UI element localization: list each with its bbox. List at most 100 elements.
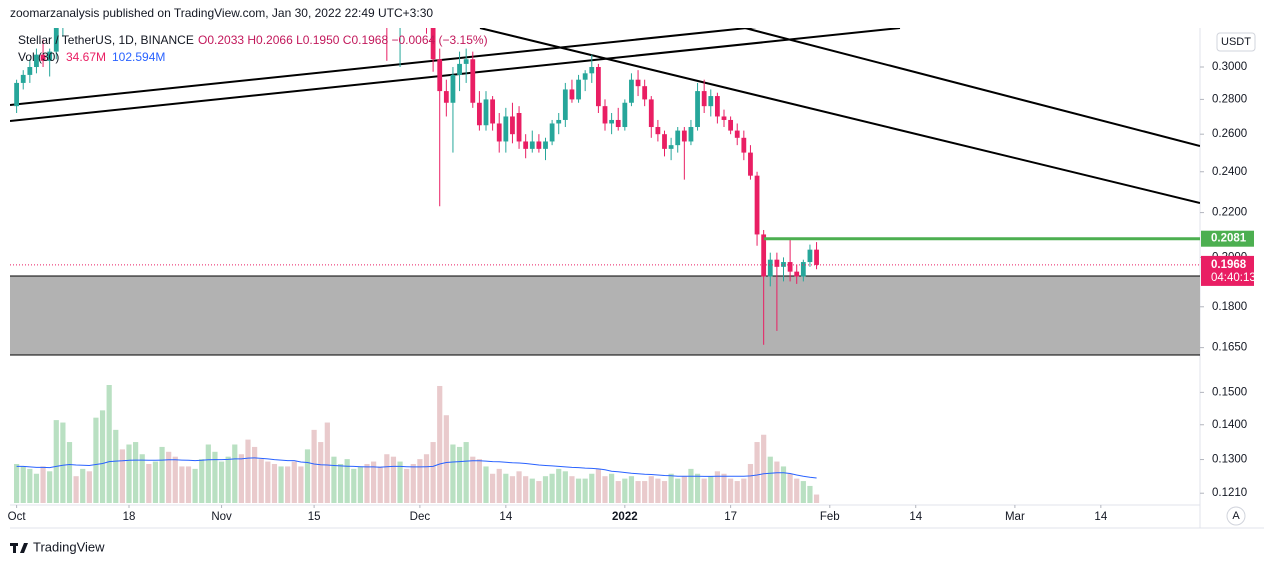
x-tick-label: 14 <box>499 511 512 523</box>
volume-bar <box>437 385 443 503</box>
volume-bar <box>456 446 463 503</box>
volume-name: Vol (30) <box>18 50 59 64</box>
volume-bar <box>542 476 549 503</box>
candle-body <box>642 86 648 100</box>
volume-bar <box>172 456 178 503</box>
volume-bar <box>344 459 350 503</box>
candle-body <box>807 249 813 263</box>
volume-bar <box>470 456 476 503</box>
volume-bar <box>371 461 377 503</box>
volume-bar <box>595 468 601 503</box>
candle-body <box>27 67 33 75</box>
volume-bar <box>199 459 205 503</box>
volume-bar <box>324 422 330 503</box>
trend-line <box>10 28 757 106</box>
volume-bar <box>331 456 337 503</box>
y-tick-label: 0.1400 <box>1212 419 1247 431</box>
volume-bar <box>787 473 793 503</box>
trend-line <box>744 28 1200 147</box>
volume-bar <box>146 463 152 503</box>
volume-bar <box>357 466 363 503</box>
current-price-label: 0.1968 <box>1211 259 1247 271</box>
volume-bar <box>483 466 489 503</box>
volume-bar <box>311 429 317 503</box>
candle-body <box>529 141 535 149</box>
candle-body <box>476 102 482 126</box>
level-label: 0.2081 <box>1211 233 1247 245</box>
candle-body <box>748 152 753 176</box>
volume-bar <box>232 444 238 503</box>
volume-bar <box>708 476 714 503</box>
volume-bar <box>523 476 529 503</box>
x-tick-label: 2022 <box>612 511 638 523</box>
volume-bar <box>741 478 747 503</box>
volume-bar <box>476 459 482 503</box>
candle-body <box>721 116 727 120</box>
candle-body <box>728 119 734 131</box>
volume-bar <box>14 463 20 503</box>
volume-bar <box>648 476 654 503</box>
volume-bar <box>761 434 767 503</box>
x-tick-label: Oct <box>8 511 27 523</box>
volume-bar <box>80 468 86 503</box>
candle-body <box>437 59 443 92</box>
current-price-tag <box>1201 255 1254 286</box>
currency-box[interactable] <box>1216 32 1256 52</box>
volume-bar <box>404 468 410 503</box>
volume-bar <box>615 481 621 503</box>
volume-bar <box>774 461 780 503</box>
trend-line <box>479 28 1200 204</box>
candle-body <box>635 79 641 87</box>
volume-bar <box>780 466 787 503</box>
candle-body <box>516 113 522 142</box>
volume-bar <box>99 410 106 503</box>
candle-body <box>589 67 595 74</box>
x-tick-label: Dec <box>410 511 431 523</box>
candle-body <box>800 262 806 277</box>
volume-bar <box>152 461 159 503</box>
volume-bar <box>33 473 40 503</box>
y-tick-label: 0.2200 <box>1212 207 1247 219</box>
volume-bar <box>218 461 225 503</box>
volume-bar <box>119 449 125 503</box>
volume-bar <box>27 468 33 503</box>
volume-bar <box>384 454 390 503</box>
volume-bar <box>609 473 615 503</box>
volume-bar <box>265 461 271 503</box>
candle-body <box>536 141 542 149</box>
volume-bar <box>800 481 806 503</box>
scale-mode-button[interactable] <box>1226 506 1246 526</box>
y-tick-label: 0.1210 <box>1212 487 1247 499</box>
candle-body <box>814 249 819 265</box>
volume-bar <box>503 473 509 503</box>
candle-body <box>615 119 621 128</box>
volume-bar <box>252 446 258 503</box>
candle-body <box>40 54 46 61</box>
candle-body <box>734 130 740 138</box>
candle-body <box>761 234 767 277</box>
y-tick-label: 0.2600 <box>1212 128 1247 140</box>
candle-body <box>510 116 515 135</box>
candle-body <box>582 73 588 80</box>
volume-bar <box>285 466 291 503</box>
scale-mode[interactable]: A <box>1232 510 1240 522</box>
volume-bar <box>549 473 555 503</box>
candle-body <box>450 74 456 103</box>
volume-bar <box>622 478 628 503</box>
currency[interactable]: USDT <box>1221 36 1251 48</box>
candle-body <box>655 127 661 135</box>
volume-bar <box>807 485 813 503</box>
volume-bar <box>377 466 383 503</box>
y-tick-label: 0.3000 <box>1212 61 1247 73</box>
volume-bar <box>298 466 304 503</box>
y-tick-label: 0.2800 <box>1212 93 1247 105</box>
volume-bar <box>681 476 687 503</box>
volume-bar <box>589 473 595 503</box>
candle-body <box>14 82 20 107</box>
candle-body <box>443 91 449 103</box>
symbol: Stellar / TetherUS, 1D, BINANCE <box>18 33 194 47</box>
volume-bar <box>688 468 694 503</box>
volume-bar <box>192 468 198 503</box>
trend-line <box>10 28 901 122</box>
volume-bar <box>166 451 172 503</box>
